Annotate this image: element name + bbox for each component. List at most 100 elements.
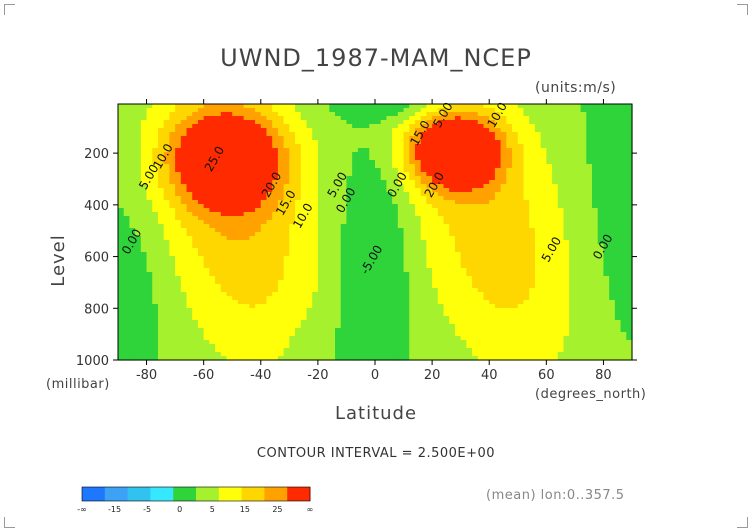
- heatmap-cell: [317, 320, 325, 325]
- heatmap-cell: [123, 276, 131, 281]
- heatmap-cell: [512, 212, 519, 217]
- heatmap-cell: [152, 220, 159, 225]
- heatmap-cell: [283, 264, 290, 269]
- heatmap-cell: [140, 120, 148, 125]
- heatmap-cell: [335, 168, 342, 173]
- heatmap-cell: [540, 208, 547, 213]
- heatmap-cell: [489, 184, 496, 189]
- heatmap-cell: [392, 268, 399, 273]
- heatmap-cell: [506, 124, 513, 129]
- heatmap-cell: [506, 340, 513, 345]
- heatmap-cell: [169, 312, 176, 317]
- heatmap-cell: [352, 152, 359, 157]
- heatmap-cell: [380, 348, 388, 353]
- heatmap-cell: [277, 144, 285, 149]
- heatmap-cell: [249, 280, 256, 285]
- heatmap-cell: [403, 208, 410, 213]
- heatmap-cell: [266, 116, 273, 121]
- heatmap-cell: [552, 224, 559, 229]
- heatmap-cell: [220, 152, 228, 157]
- heatmap-cell: [517, 172, 525, 177]
- heatmap-cell: [540, 348, 547, 353]
- heatmap-cell: [295, 340, 302, 345]
- heatmap-cell: [466, 348, 473, 353]
- heatmap-cell: [197, 172, 205, 177]
- heatmap-cell: [146, 152, 153, 157]
- heatmap-cell: [506, 220, 513, 225]
- heatmap-cell: [277, 196, 285, 201]
- heatmap-cell: [135, 288, 142, 293]
- heatmap-cell: [409, 248, 416, 253]
- heatmap-cell: [329, 116, 336, 121]
- heatmap-cell: [357, 228, 365, 233]
- heatmap-cell: [346, 244, 353, 249]
- heatmap-cell: [414, 104, 422, 109]
- heatmap-cell: [157, 236, 165, 241]
- heatmap-cell: [175, 188, 182, 193]
- heatmap-cell: [369, 268, 376, 273]
- heatmap-cell: [506, 128, 513, 133]
- heatmap-cell: [454, 196, 462, 201]
- heatmap-cell: [523, 172, 530, 177]
- heatmap-cell: [283, 156, 290, 161]
- heatmap-cell: [397, 104, 405, 109]
- heatmap-cell: [203, 284, 210, 289]
- heatmap-cell: [546, 164, 553, 169]
- heatmap-cell: [118, 200, 125, 205]
- heatmap-cell: [512, 172, 519, 177]
- heatmap-cell: [517, 304, 525, 309]
- heatmap-cell: [129, 264, 136, 269]
- heatmap-cell: [494, 128, 502, 133]
- heatmap-cell: [192, 136, 199, 141]
- heatmap-cell: [123, 268, 131, 273]
- heatmap-cell: [557, 212, 565, 217]
- heatmap-cell: [260, 176, 268, 181]
- heatmap-cell: [483, 304, 490, 309]
- heatmap-cell: [426, 244, 433, 249]
- heatmap-cell: [220, 328, 228, 333]
- heatmap-cell: [220, 208, 228, 213]
- heatmap-cell: [392, 320, 399, 325]
- heatmap-cell: [437, 280, 445, 285]
- heatmap-cell: [472, 256, 479, 261]
- heatmap-cell: [357, 164, 365, 169]
- heatmap-cell: [203, 300, 210, 305]
- heatmap-cell: [443, 212, 450, 217]
- heatmap-cell: [135, 144, 142, 149]
- heatmap-cell: [146, 284, 153, 289]
- heatmap-cell: [363, 328, 370, 333]
- heatmap-cell: [152, 340, 159, 345]
- heatmap-cell: [323, 140, 330, 145]
- heatmap-cell: [180, 220, 188, 225]
- heatmap-cell: [146, 208, 153, 213]
- heatmap-cell: [403, 160, 410, 165]
- heatmap-cell: [209, 276, 216, 281]
- heatmap-cell: [237, 228, 245, 233]
- heatmap-cell: [517, 240, 525, 245]
- heatmap-cell: [312, 156, 319, 161]
- heatmap-cell: [466, 164, 473, 169]
- heatmap-cell: [432, 136, 439, 141]
- heatmap-cell: [546, 192, 553, 197]
- heatmap-cell: [289, 300, 296, 305]
- heatmap-cell: [420, 204, 427, 209]
- heatmap-cell: [529, 228, 536, 233]
- heatmap-cell: [454, 336, 462, 341]
- heatmap-cell: [266, 192, 273, 197]
- heatmap-cell: [289, 152, 296, 157]
- heatmap-cell: [283, 192, 290, 197]
- heatmap-cell: [437, 296, 445, 301]
- heatmap-cell: [449, 164, 456, 169]
- heatmap-cell: [335, 172, 342, 177]
- heatmap-cell: [392, 336, 399, 341]
- heatmap-cell: [129, 260, 136, 265]
- heatmap-cell: [392, 356, 399, 361]
- heatmap-cell: [186, 336, 193, 341]
- heatmap-cell: [466, 344, 473, 349]
- heatmap-cell: [340, 152, 348, 157]
- heatmap-cell: [146, 168, 153, 173]
- heatmap-cell: [312, 164, 319, 169]
- heatmap-cell: [386, 216, 393, 221]
- heatmap-cell: [397, 284, 405, 289]
- heatmap-cell: [386, 284, 393, 289]
